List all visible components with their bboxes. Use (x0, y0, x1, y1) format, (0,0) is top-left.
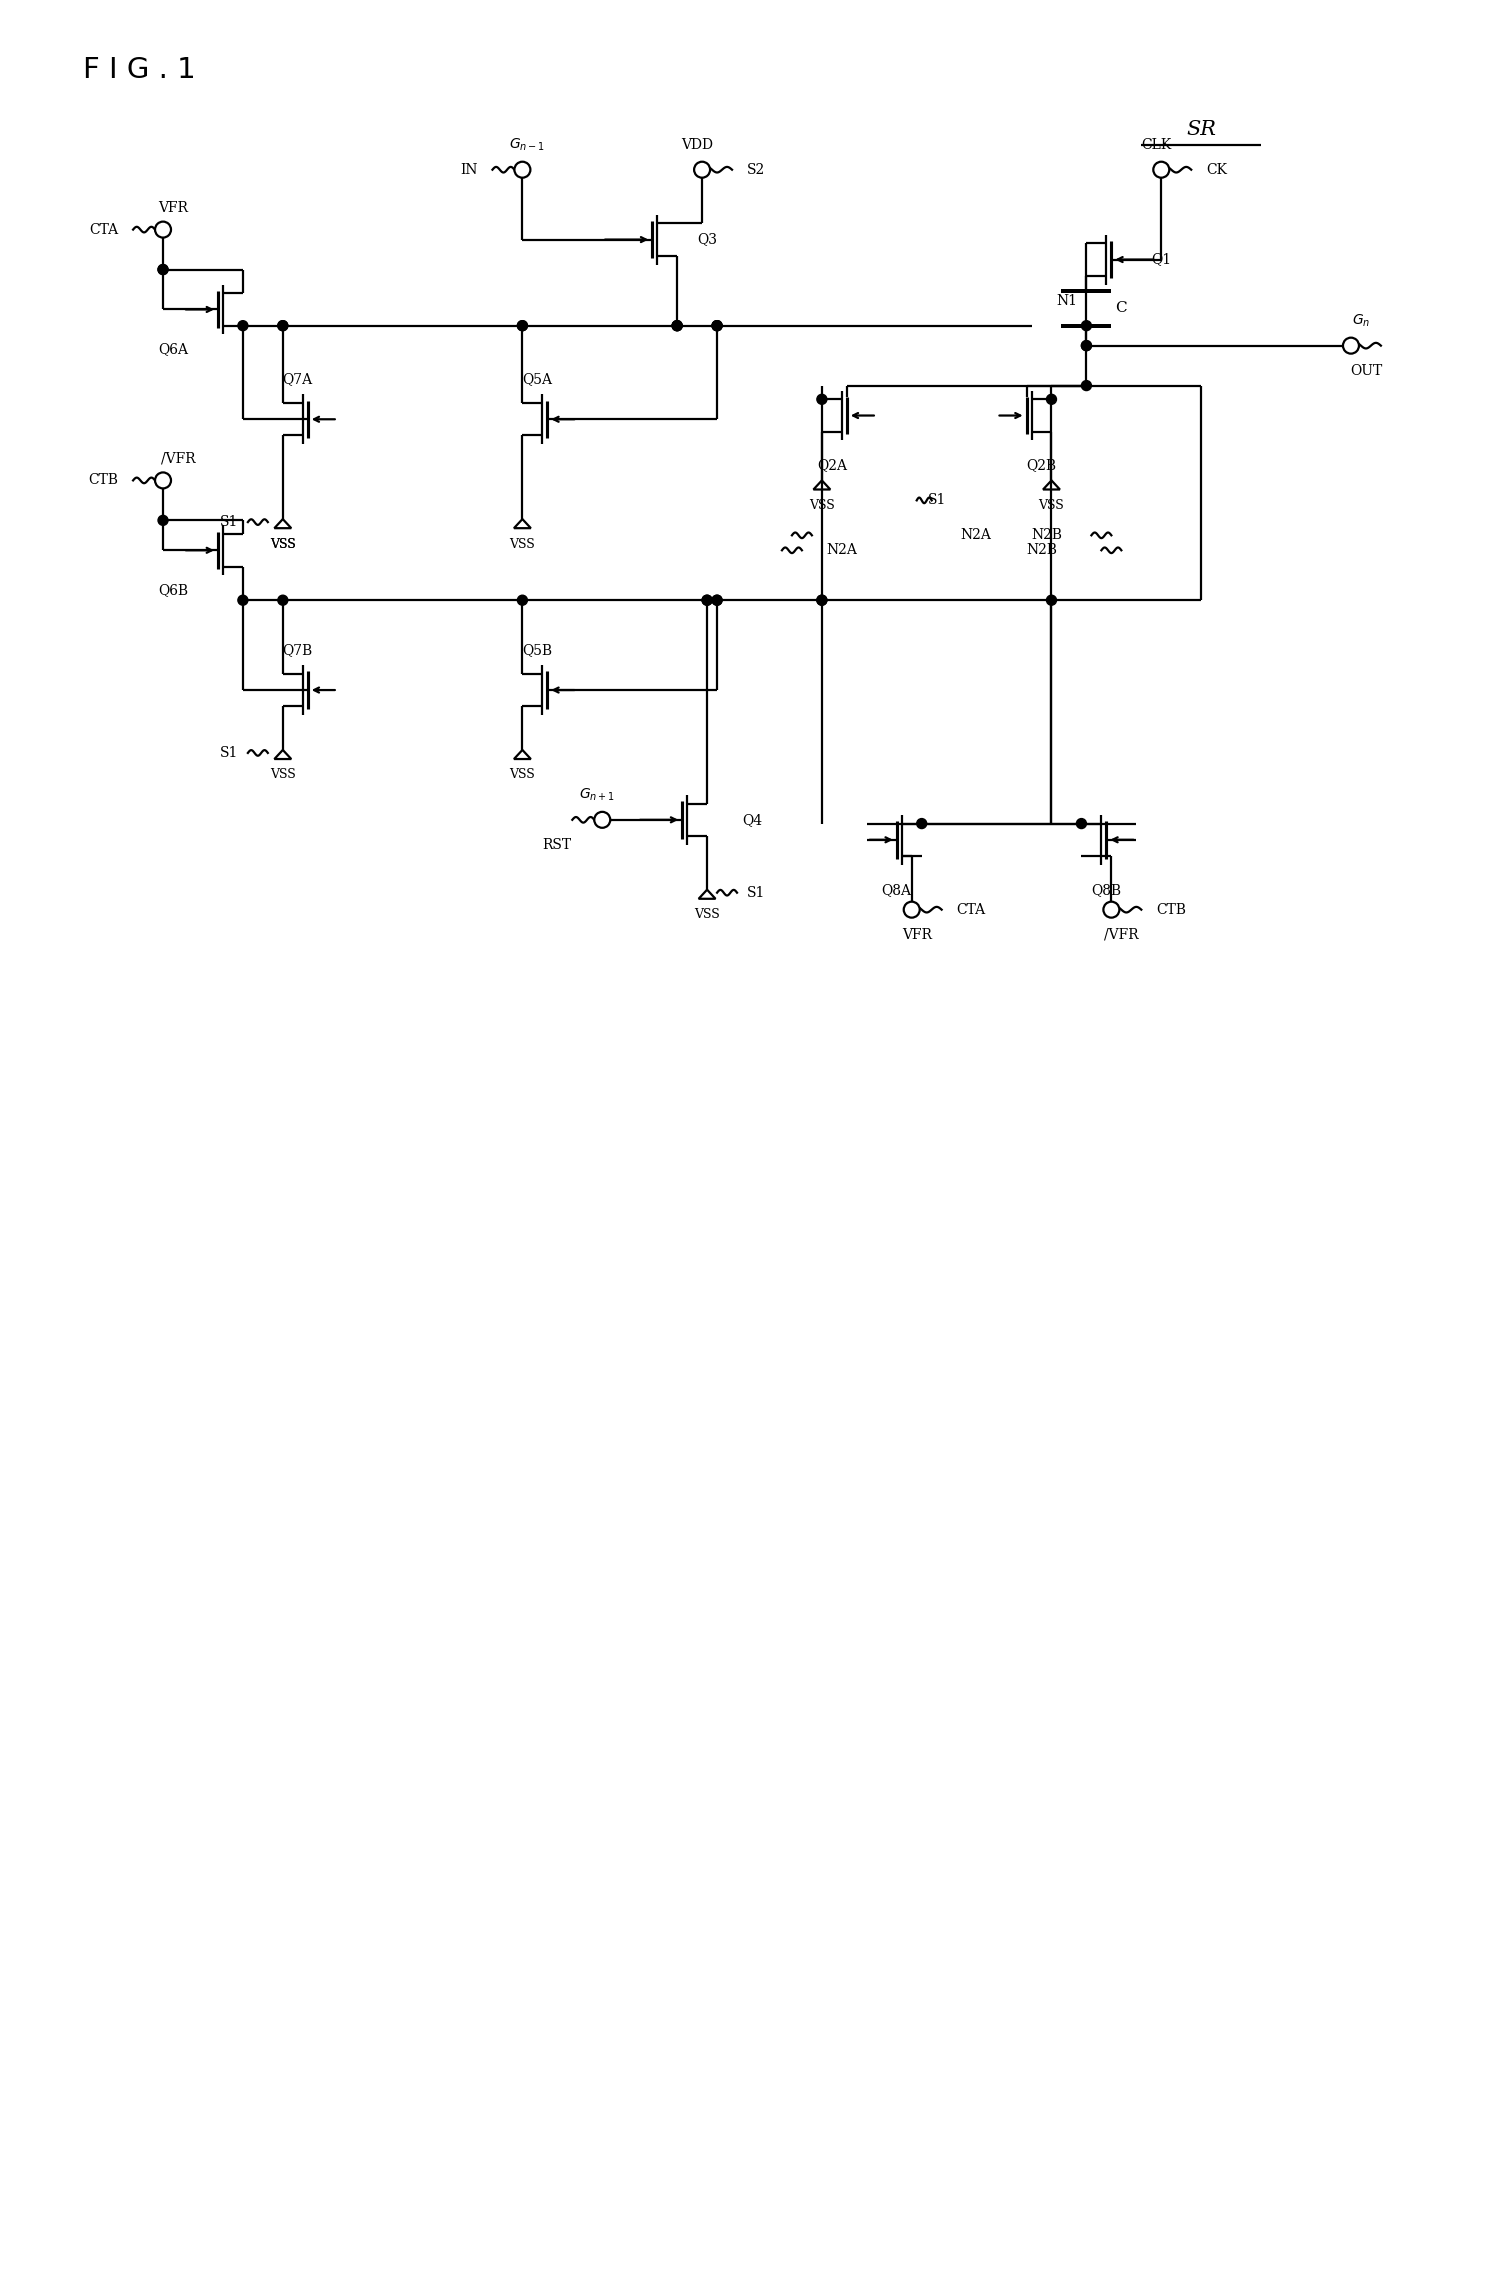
Circle shape (917, 820, 926, 829)
Text: N2B: N2B (1032, 528, 1062, 542)
Text: VSS: VSS (269, 537, 296, 551)
Circle shape (1081, 321, 1092, 331)
Circle shape (1077, 820, 1086, 829)
Text: VSS: VSS (269, 769, 296, 781)
Circle shape (817, 395, 827, 404)
Text: N2A: N2A (961, 528, 991, 542)
Circle shape (517, 321, 528, 331)
Circle shape (711, 321, 722, 331)
Circle shape (1081, 340, 1092, 351)
Circle shape (711, 321, 722, 331)
Text: Q7B: Q7B (283, 643, 313, 657)
Text: /VFR: /VFR (1104, 928, 1139, 941)
Circle shape (278, 321, 287, 331)
Circle shape (514, 161, 531, 177)
Text: VSS: VSS (510, 769, 535, 781)
Text: F I G . 1: F I G . 1 (83, 55, 196, 85)
Text: VSS: VSS (1039, 498, 1065, 512)
Text: S1: S1 (220, 746, 238, 760)
Circle shape (238, 321, 248, 331)
Text: C: C (1116, 301, 1126, 315)
Circle shape (711, 321, 722, 331)
Circle shape (158, 264, 168, 276)
Text: CK: CK (1206, 163, 1227, 177)
Circle shape (238, 595, 248, 606)
Circle shape (158, 514, 168, 526)
Text: N2A: N2A (826, 544, 857, 558)
Text: Q3: Q3 (696, 232, 717, 246)
Circle shape (711, 595, 722, 606)
Text: Q6B: Q6B (158, 583, 188, 597)
Text: VFR: VFR (902, 928, 931, 941)
Text: $G_{n-1}$: $G_{n-1}$ (510, 135, 546, 154)
Circle shape (278, 595, 287, 606)
Text: CLK: CLK (1142, 138, 1172, 152)
Circle shape (1104, 902, 1119, 918)
Text: Q6A: Q6A (158, 342, 188, 356)
Text: Q7A: Q7A (283, 372, 313, 386)
Circle shape (1154, 161, 1169, 177)
Circle shape (1081, 340, 1092, 351)
Text: Q2B: Q2B (1026, 459, 1056, 473)
Circle shape (672, 321, 683, 331)
Text: RST: RST (543, 838, 572, 852)
Circle shape (1047, 395, 1056, 404)
Text: VSS: VSS (809, 498, 835, 512)
Circle shape (711, 595, 722, 606)
Text: Q8A: Q8A (881, 882, 911, 898)
Text: S2: S2 (747, 163, 766, 177)
Circle shape (278, 321, 287, 331)
Circle shape (672, 321, 683, 331)
Text: CTB: CTB (1157, 902, 1187, 916)
Text: S1: S1 (220, 514, 238, 528)
Circle shape (594, 813, 611, 829)
Text: $G_{n+1}$: $G_{n+1}$ (579, 788, 615, 804)
Text: N1: N1 (1056, 294, 1077, 308)
Text: Q1: Q1 (1151, 253, 1172, 266)
Circle shape (1343, 338, 1360, 354)
Circle shape (817, 595, 827, 606)
Text: SR: SR (1187, 119, 1217, 140)
Text: VSS: VSS (510, 537, 535, 551)
Text: VFR: VFR (158, 200, 188, 214)
Text: IN: IN (460, 163, 477, 177)
Text: Q5B: Q5B (522, 643, 552, 657)
Text: OUT: OUT (1349, 363, 1382, 377)
Circle shape (672, 321, 683, 331)
Circle shape (817, 595, 827, 606)
Text: CTB: CTB (89, 473, 119, 487)
Text: Q4: Q4 (741, 813, 763, 827)
Circle shape (517, 321, 528, 331)
Text: Q2A: Q2A (817, 459, 847, 473)
Circle shape (155, 473, 171, 489)
Text: Q8B: Q8B (1092, 882, 1122, 898)
Circle shape (702, 595, 711, 606)
Text: Q5A: Q5A (522, 372, 552, 386)
Text: VSS: VSS (269, 537, 296, 551)
Circle shape (517, 595, 528, 606)
Text: /VFR: /VFR (161, 452, 196, 466)
Text: CTA: CTA (89, 223, 119, 236)
Circle shape (702, 595, 711, 606)
Circle shape (158, 264, 168, 276)
Circle shape (1047, 595, 1056, 606)
Circle shape (904, 902, 920, 918)
Circle shape (155, 223, 171, 236)
Text: S1: S1 (747, 886, 766, 900)
Text: CTA: CTA (957, 902, 985, 916)
Text: VSS: VSS (695, 909, 720, 921)
Text: S1: S1 (928, 494, 946, 507)
Circle shape (695, 161, 710, 177)
Text: $G_n$: $G_n$ (1352, 312, 1370, 328)
Circle shape (1081, 381, 1092, 390)
Text: N2B: N2B (1026, 544, 1057, 558)
Text: VDD: VDD (681, 138, 713, 152)
